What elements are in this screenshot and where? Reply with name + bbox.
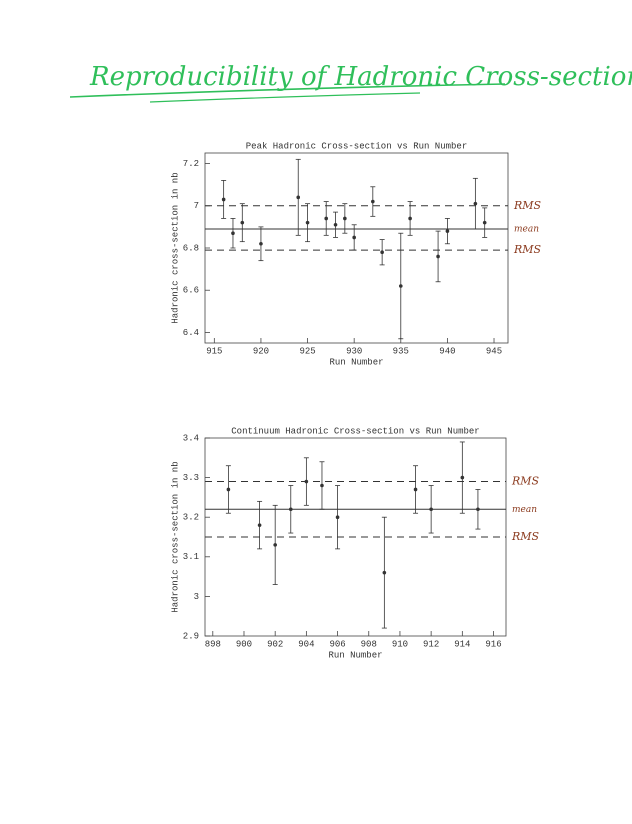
reference-label: RMS [511,530,540,543]
underline [149,92,421,103]
reference-label: RMS [513,243,542,256]
x-axis-label: Run Number [329,357,383,367]
x-tick-label: 908 [361,639,377,649]
data-point [288,507,293,512]
x-tick-label: 904 [298,639,314,649]
x-tick-label: 906 [329,639,345,649]
data-point [226,487,231,492]
data-point [259,241,263,246]
data-point [333,222,338,227]
data-point [380,250,384,255]
x-tick-label: 916 [485,639,501,649]
data-point [476,507,480,512]
data-point [413,487,418,492]
data-point [305,220,310,225]
data-point [240,220,245,225]
y-tick-label: 6.6 [183,286,199,296]
y-tick-label: 2.9 [183,631,199,641]
data-point [324,216,329,221]
y-tick-label: 7.2 [183,159,199,169]
y-tick-label: 3.3 [183,473,199,483]
y-tick-label: 6.4 [183,328,199,338]
x-tick-label: 914 [454,639,470,649]
plot-frame [204,152,509,344]
y-tick-label: 3.4 [183,433,199,443]
y-tick-label: 6.8 [183,243,199,253]
data-point [335,515,340,519]
data-point [257,523,262,527]
data-point [482,220,487,225]
data-point [273,543,277,547]
data-point [408,216,412,221]
y-tick-label: 3 [194,592,199,602]
x-tick-label: 910 [392,639,408,649]
reference-label: mean [512,505,537,515]
data-point [371,199,375,204]
x-tick-label: 945 [486,346,502,356]
x-tick-label: 935 [393,346,409,356]
y-tick-label: 3.1 [183,552,199,562]
reference-label: RMS [511,475,540,488]
data-point [320,483,324,488]
data-point [221,197,226,202]
x-tick-label: 930 [346,346,362,356]
data-point [296,195,301,200]
reference-label: mean [514,225,539,235]
x-tick-label: 925 [299,346,315,356]
y-tick-label: 3.2 [183,513,199,523]
data-point [445,229,450,233]
data-point [429,507,433,512]
x-tick-label: 920 [253,346,269,356]
data-point [304,479,309,484]
data-point [473,201,478,206]
underline [69,83,506,98]
data-point [231,231,235,236]
x-tick-label: 940 [439,346,455,356]
x-axis-label: Run Number [328,650,382,660]
data-point [460,475,465,480]
data-point [398,284,403,288]
y-axis-label: Hadronic cross-section in nb [170,461,180,612]
reference-label: RMS [513,199,542,212]
chart-title: Continuum Hadronic Cross-section vs Run … [231,426,479,436]
data-point [352,235,356,240]
x-tick-label: 902 [267,639,283,649]
data-point [436,254,440,259]
x-tick-label: 898 [205,639,221,649]
chart-title: Peak Hadronic Cross-section vs Run Numbe… [246,141,467,151]
x-tick-label: 900 [236,639,252,649]
y-axis-label: Hadronic cross-section in nb [170,172,180,323]
data-point [382,570,387,575]
y-tick-label: 7 [194,201,199,211]
data-point [343,216,347,221]
x-tick-label: 915 [206,346,222,356]
x-tick-label: 912 [423,639,439,649]
